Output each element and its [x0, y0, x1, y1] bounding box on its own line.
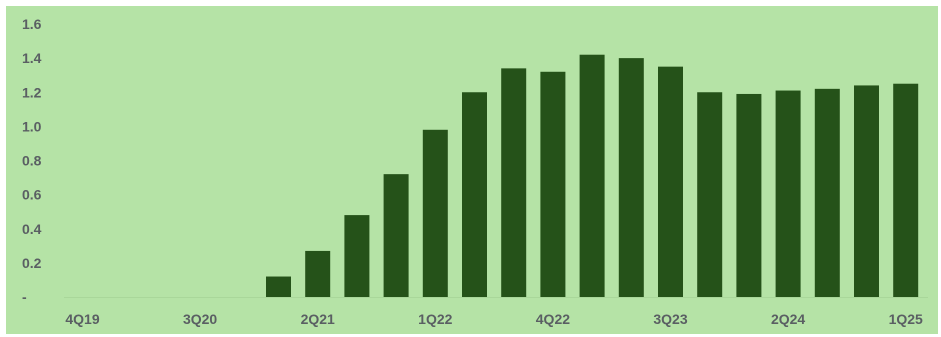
- x-tick-label: 1Q25: [889, 311, 923, 327]
- bar-1Q25: [893, 83, 919, 297]
- bar-3Q22: [501, 68, 527, 297]
- y-tick-label: 0.6: [22, 187, 42, 203]
- bar-1Q23: [579, 54, 605, 298]
- x-tick-label: 3Q20: [183, 311, 217, 327]
- bar-1Q21: [266, 276, 291, 297]
- bar-4Q21: [383, 174, 409, 297]
- x-tick-label: 3Q23: [653, 311, 687, 327]
- bar-2Q24: [775, 90, 801, 297]
- x-tick-label: 2Q21: [301, 311, 335, 327]
- y-tick-label: 0.8: [22, 153, 42, 169]
- chart-area: - 0.2 0.4 0.6 0.8 1.0 1.2 1.4 1.6 4Q19 3Q20 2Q21 1Q…: [6, 6, 938, 334]
- y-tick-label: 0.4: [22, 221, 42, 237]
- bar-1Q24: [736, 93, 762, 297]
- x-tick-label: 1Q22: [418, 311, 452, 327]
- y-tick-label: 0.2: [22, 255, 42, 271]
- bar-2Q23: [618, 58, 644, 297]
- bar-4Q24: [854, 85, 879, 297]
- bar-3Q23: [658, 66, 683, 297]
- x-axis-ticks: 4Q19 3Q20 2Q21 1Q22 4Q22 3Q23 2Q24 1Q25: [65, 311, 923, 327]
- y-tick-label: -: [22, 289, 27, 305]
- y-tick-label: 1.6: [22, 16, 42, 32]
- x-tick-label: 4Q22: [536, 311, 570, 327]
- bar-3Q24: [814, 88, 840, 298]
- y-tick-label: 1.0: [22, 118, 42, 134]
- bar-3Q21: [344, 215, 370, 297]
- bar-2Q21: [305, 250, 331, 297]
- y-tick-label: 1.2: [22, 84, 42, 100]
- x-tick-label: 2Q24: [771, 311, 805, 327]
- x-tick-label: 4Q19: [65, 311, 99, 327]
- y-axis-ticks: - 0.2 0.4 0.6 0.8 1.0 1.2 1.4 1.6: [22, 16, 42, 305]
- bar-1Q22: [422, 129, 448, 297]
- bar-2Q22: [462, 92, 487, 297]
- bar-4Q23: [697, 92, 723, 297]
- y-tick-label: 1.4: [22, 50, 42, 66]
- bar-4Q22: [540, 71, 566, 298]
- bars-group: [266, 54, 919, 298]
- bar-chart: - 0.2 0.4 0.6 0.8 1.0 1.2 1.4 1.6 4Q19 3Q20 2Q21 1Q…: [22, 16, 928, 327]
